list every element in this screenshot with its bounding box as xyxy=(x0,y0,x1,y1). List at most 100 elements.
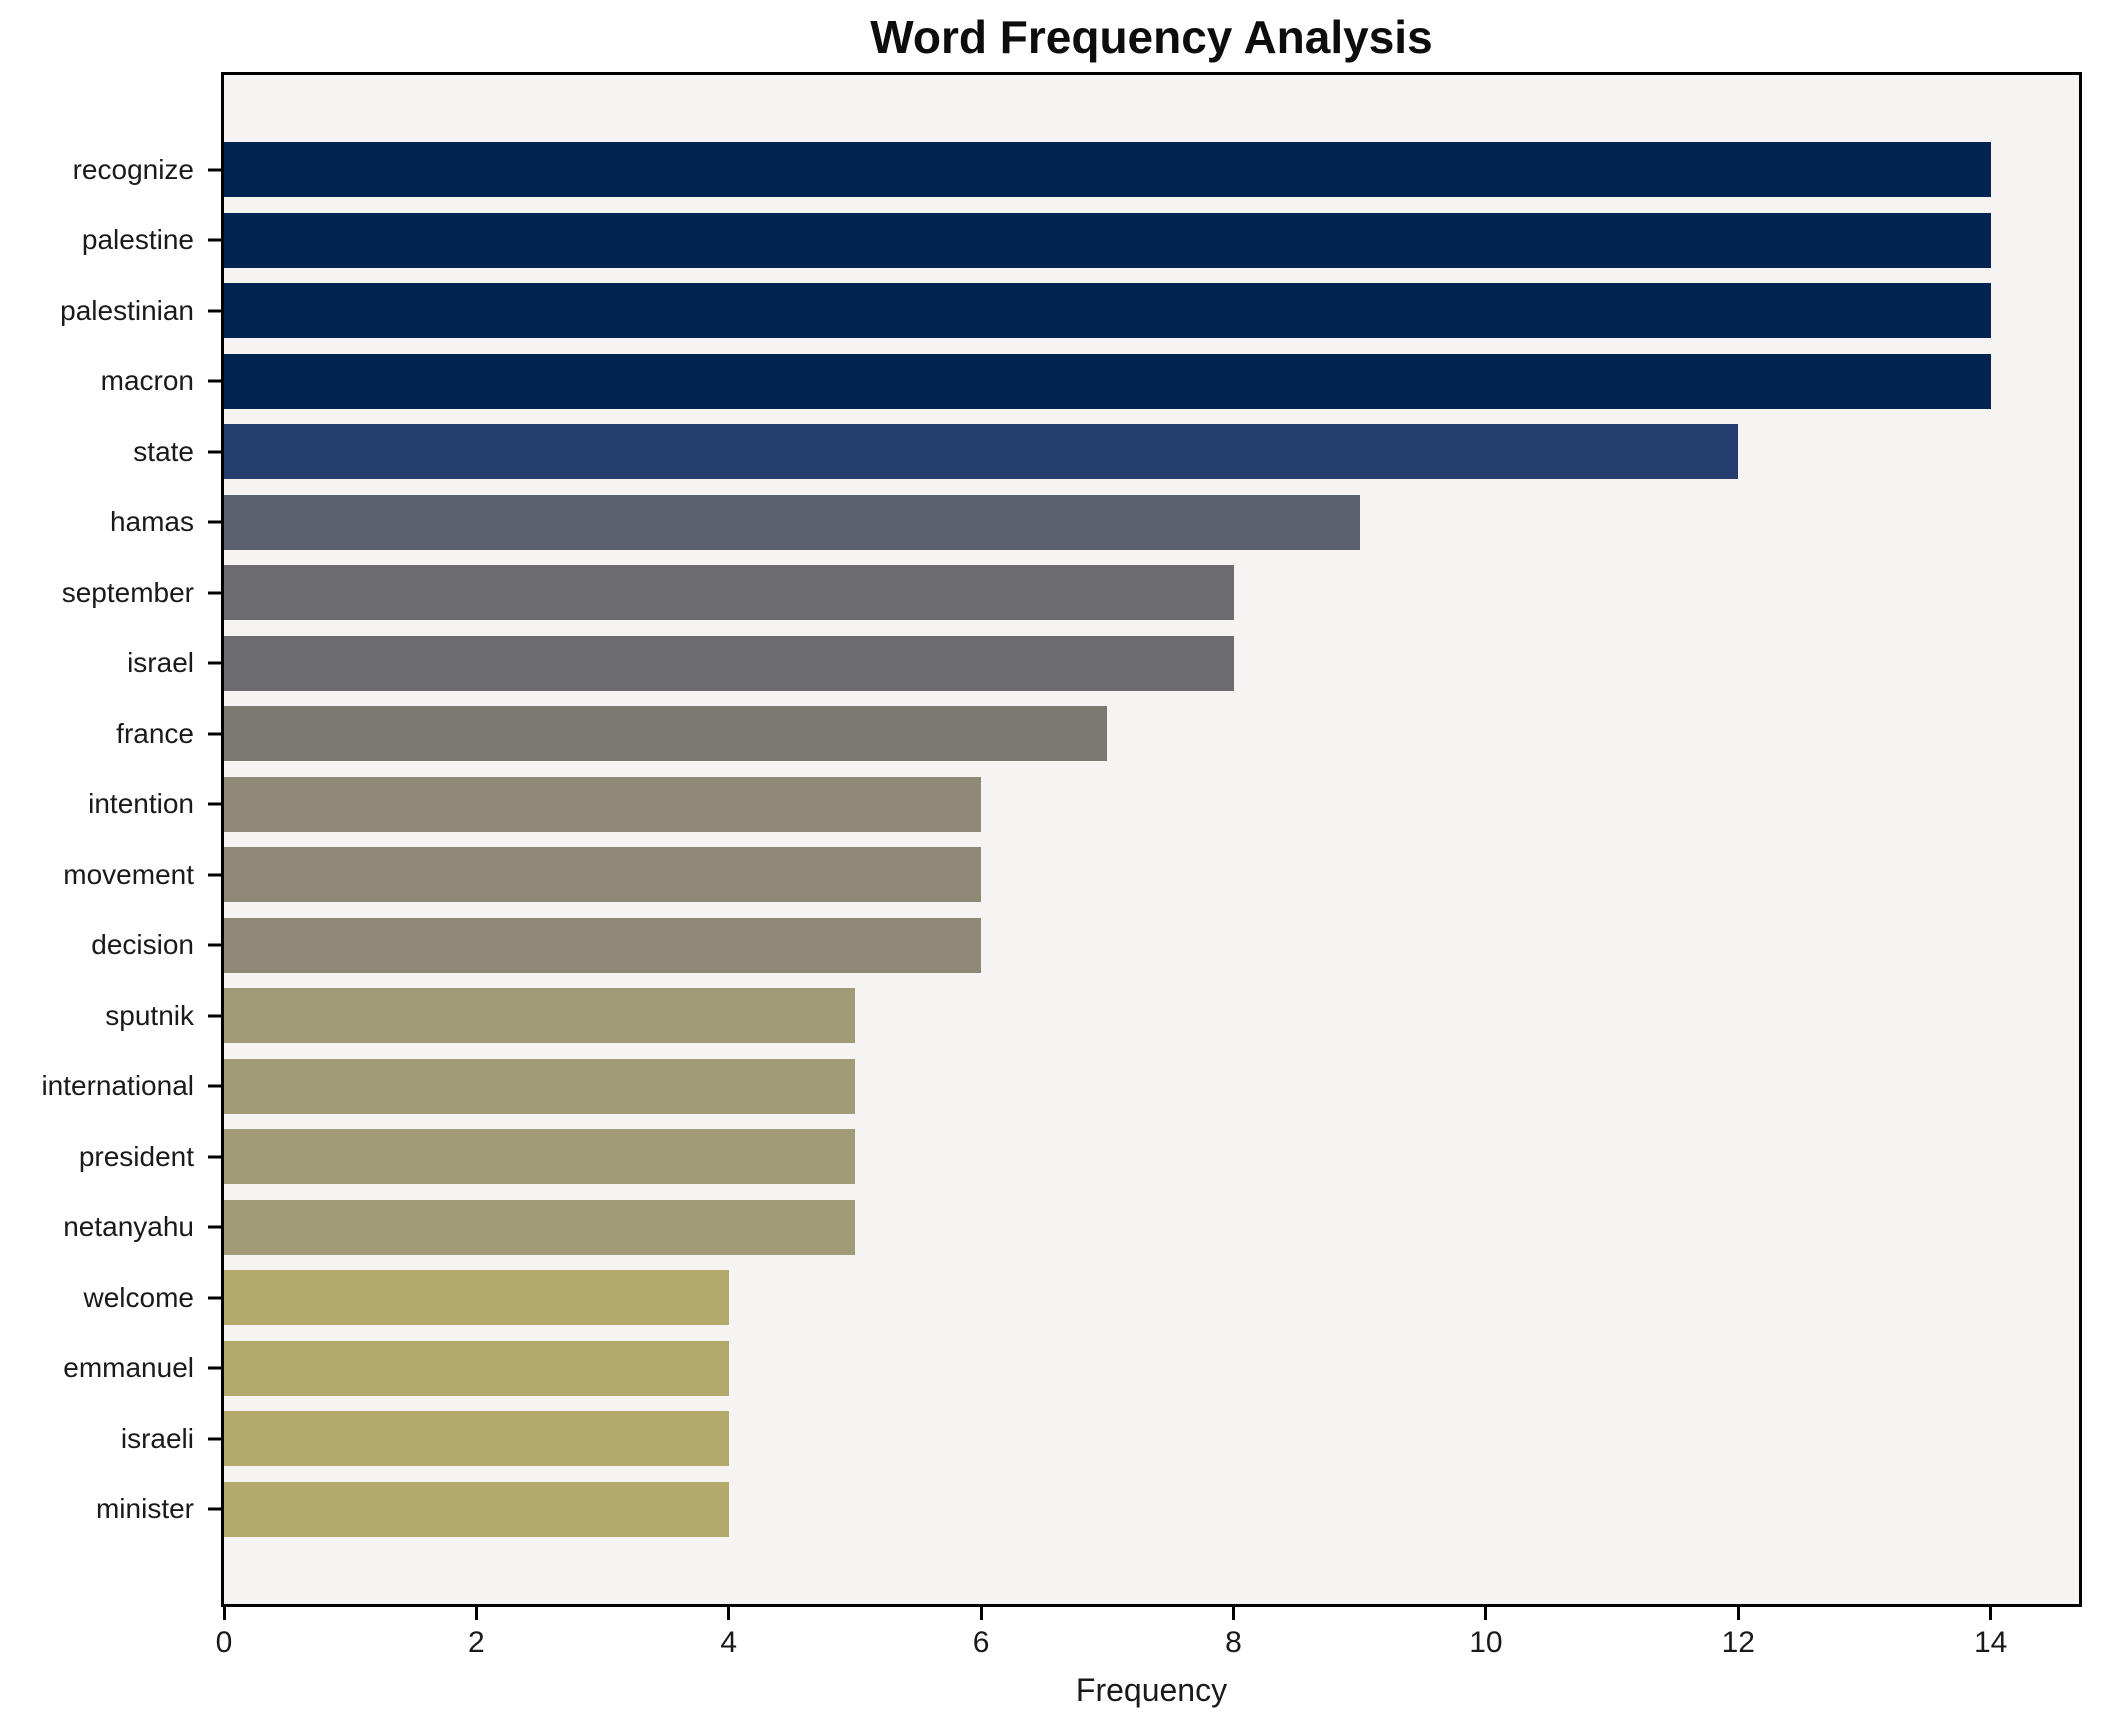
y-tick-label-israel: israel xyxy=(127,647,194,679)
bar-row-palestine: palestine xyxy=(82,205,2079,276)
bar-row-netanyahu: netanyahu xyxy=(63,1192,2079,1263)
y-tick-mark xyxy=(208,591,221,595)
bar-emmanuel xyxy=(224,1340,729,1396)
y-tick-mark xyxy=(208,661,221,665)
y-tick-label-welcome: welcome xyxy=(83,1281,194,1313)
x-tick-mark xyxy=(1484,1607,1488,1620)
y-tick-label-minister: minister xyxy=(95,1493,194,1525)
y-tick-mark xyxy=(208,732,221,736)
y-tick-mark xyxy=(208,943,221,947)
bar-palestine xyxy=(224,212,1991,268)
y-tick-mark xyxy=(208,168,221,172)
y-tick-label-hamas: hamas xyxy=(109,506,194,538)
bar-macron xyxy=(224,353,1991,409)
bar-row-intention: intention xyxy=(88,769,2079,840)
y-tick-mark xyxy=(208,802,221,806)
y-tick-label-decision: decision xyxy=(91,929,194,961)
bar-israel xyxy=(224,635,1234,691)
bar-row-emmanuel: emmanuel xyxy=(63,1333,2079,1404)
y-tick-mark xyxy=(208,1155,221,1159)
y-tick-mark xyxy=(208,1437,221,1441)
bar-recognize xyxy=(224,142,1991,198)
y-tick-mark xyxy=(208,450,221,454)
bar-row-international: international xyxy=(41,1051,2079,1122)
bar-hamas xyxy=(224,494,1360,550)
bar-row-president: president xyxy=(79,1122,2079,1193)
y-tick-label-state: state xyxy=(133,435,194,467)
bar-france xyxy=(224,706,1108,762)
y-tick-mark xyxy=(208,873,221,877)
y-tick-label-france: france xyxy=(116,717,194,749)
bar-row-recognize: recognize xyxy=(73,135,2079,206)
y-tick-mark xyxy=(208,1507,221,1511)
y-tick-mark xyxy=(208,1014,221,1018)
y-tick-label-israeli: israeli xyxy=(120,1422,194,1454)
bar-decision xyxy=(224,917,982,973)
bar-movement xyxy=(224,847,982,903)
bar-row-state: state xyxy=(133,417,2079,488)
bar-intention xyxy=(224,776,982,832)
x-tick-label-12: 12 xyxy=(1721,1626,1755,1659)
y-tick-mark xyxy=(208,1366,221,1370)
bar-president xyxy=(224,1129,855,1185)
y-tick-mark xyxy=(208,1084,221,1088)
chart-title: Word Frequency Analysis xyxy=(870,11,1433,63)
bar-row-movement: movement xyxy=(63,840,2079,911)
x-tick-mark xyxy=(1232,1607,1236,1620)
bars-container: recognize palestine palestinian macron state… xyxy=(41,75,2079,1604)
y-tick-label-emmanuel: emmanuel xyxy=(63,1352,194,1384)
x-tick-label-6: 6 xyxy=(972,1626,990,1659)
bar-row-israeli: israeli xyxy=(121,1404,2079,1475)
x-tick-label-4: 4 xyxy=(720,1626,738,1659)
bar-minister xyxy=(224,1481,729,1537)
x-tick-mark xyxy=(1989,1607,1993,1620)
bar-row-decision: decision xyxy=(91,910,2079,981)
x-tick-mark xyxy=(727,1607,731,1620)
bar-row-israel: israel xyxy=(127,628,2079,699)
bar-state xyxy=(224,424,1739,480)
y-tick-label-palestinian: palestinian xyxy=(60,294,194,326)
y-tick-label-sputnik: sputnik xyxy=(105,999,194,1031)
x-tick-label-2: 2 xyxy=(468,1626,485,1659)
y-tick-label-movement: movement xyxy=(63,858,194,890)
y-tick-label-macron: macron xyxy=(100,365,194,397)
bar-welcome xyxy=(224,1270,729,1326)
y-tick-label-recognize: recognize xyxy=(72,153,194,185)
y-tick-mark xyxy=(208,520,221,524)
x-tick-mark xyxy=(1736,1607,1740,1620)
y-tick-mark xyxy=(208,238,221,242)
x-tick-mark xyxy=(474,1607,478,1620)
bar-international xyxy=(224,1058,855,1114)
y-tick-mark xyxy=(208,1225,221,1229)
bar-row-palestinian: palestinian xyxy=(60,276,2079,347)
y-tick-mark xyxy=(208,309,221,313)
x-axis-label: Frequency xyxy=(1075,1672,1228,1708)
y-tick-label-intention: intention xyxy=(88,788,194,820)
y-tick-mark xyxy=(208,379,221,383)
x-tick-label-8: 8 xyxy=(1225,1626,1242,1659)
y-tick-label-netanyahu: netanyahu xyxy=(63,1211,194,1243)
bar-row-france: france xyxy=(116,699,2079,770)
y-tick-label-palestine: palestine xyxy=(81,224,194,256)
x-tick-label-0: 0 xyxy=(215,1626,233,1659)
bar-row-sputnik: sputnik xyxy=(105,981,2079,1052)
x-tick-label-10: 10 xyxy=(1469,1626,1503,1659)
bar-sputnik xyxy=(224,988,855,1044)
bar-september xyxy=(224,565,1234,621)
bar-palestinian xyxy=(224,283,1991,339)
bar-row-minister: minister xyxy=(96,1474,2079,1545)
bar-row-macron: macron xyxy=(101,346,2079,417)
y-tick-label-international: international xyxy=(41,1070,194,1102)
bar-row-hamas: hamas xyxy=(110,487,2079,558)
bar-row-welcome: welcome xyxy=(84,1263,2079,1334)
x-tick-mark xyxy=(222,1607,226,1620)
plot-area: recognize palestine palestinian macron state… xyxy=(41,72,2082,1659)
bar-netanyahu xyxy=(224,1199,855,1255)
x-tick-label-14: 14 xyxy=(1973,1626,2008,1659)
bar-israeli xyxy=(224,1411,729,1467)
x-tick-mark xyxy=(979,1607,983,1620)
bar-row-september: september xyxy=(62,558,2079,629)
y-tick-mark xyxy=(208,1296,221,1300)
y-tick-label-president: president xyxy=(78,1140,194,1172)
